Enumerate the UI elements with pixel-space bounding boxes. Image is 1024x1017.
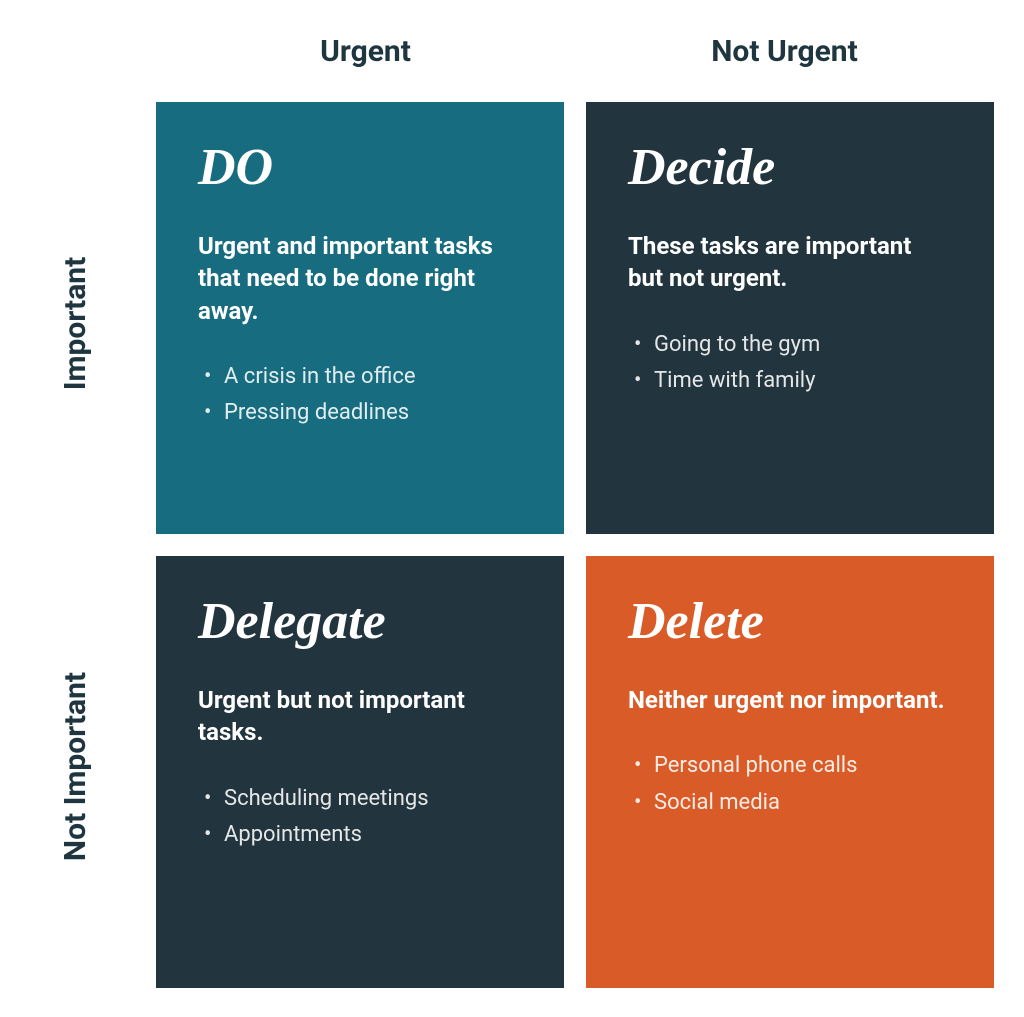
quadrant-do-examples: A crisis in the office Pressing deadline… — [198, 359, 524, 432]
col-header-not-urgent: Not Urgent — [575, 28, 994, 84]
col-header-urgent: Urgent — [156, 28, 575, 84]
list-item: A crisis in the office — [198, 359, 524, 395]
quadrant-decide-title: Decide — [628, 142, 954, 194]
quadrant-delegate-description: Urgent but not important tasks. — [198, 684, 518, 749]
list-item: Time with family — [628, 363, 954, 399]
quadrant-do: DO Urgent and important tasks that need … — [156, 102, 564, 534]
row-label-not-important-text: Not Important — [59, 672, 94, 861]
list-item: Social media — [628, 785, 954, 821]
quadrant-delete-description: Neither urgent nor important. — [628, 684, 948, 716]
row-labels: Important Not Important — [48, 102, 104, 988]
quadrant-decide: Decide These tasks are important but not… — [586, 102, 994, 534]
quadrant-delegate-examples: Scheduling meetings Appointments — [198, 781, 524, 854]
list-item: Scheduling meetings — [198, 781, 524, 817]
row-label-important: Important — [48, 102, 104, 545]
list-item: Pressing deadlines — [198, 395, 524, 431]
list-item: Going to the gym — [628, 327, 954, 363]
quadrant-delete: Delete Neither urgent nor important. Per… — [586, 556, 994, 988]
quadrant-decide-description: These tasks are important but not urgent… — [628, 230, 948, 295]
quadrant-delete-examples: Personal phone calls Social media — [628, 748, 954, 821]
quadrant-delegate-title: Delegate — [198, 596, 524, 648]
row-label-not-important: Not Important — [48, 545, 104, 988]
quadrant-do-description: Urgent and important tasks that need to … — [198, 230, 518, 327]
row-label-important-text: Important — [59, 257, 94, 390]
quadrant-delete-title: Delete — [628, 596, 954, 648]
eisenhower-matrix: Urgent Not Urgent Important Not Importan… — [48, 28, 994, 988]
list-item: Personal phone calls — [628, 748, 954, 784]
matrix-grid: DO Urgent and important tasks that need … — [156, 102, 994, 988]
quadrant-delegate: Delegate Urgent but not important tasks.… — [156, 556, 564, 988]
quadrant-decide-examples: Going to the gym Time with family — [628, 327, 954, 400]
list-item: Appointments — [198, 817, 524, 853]
column-headers: Urgent Not Urgent — [156, 28, 994, 84]
quadrant-do-title: DO — [198, 142, 524, 194]
